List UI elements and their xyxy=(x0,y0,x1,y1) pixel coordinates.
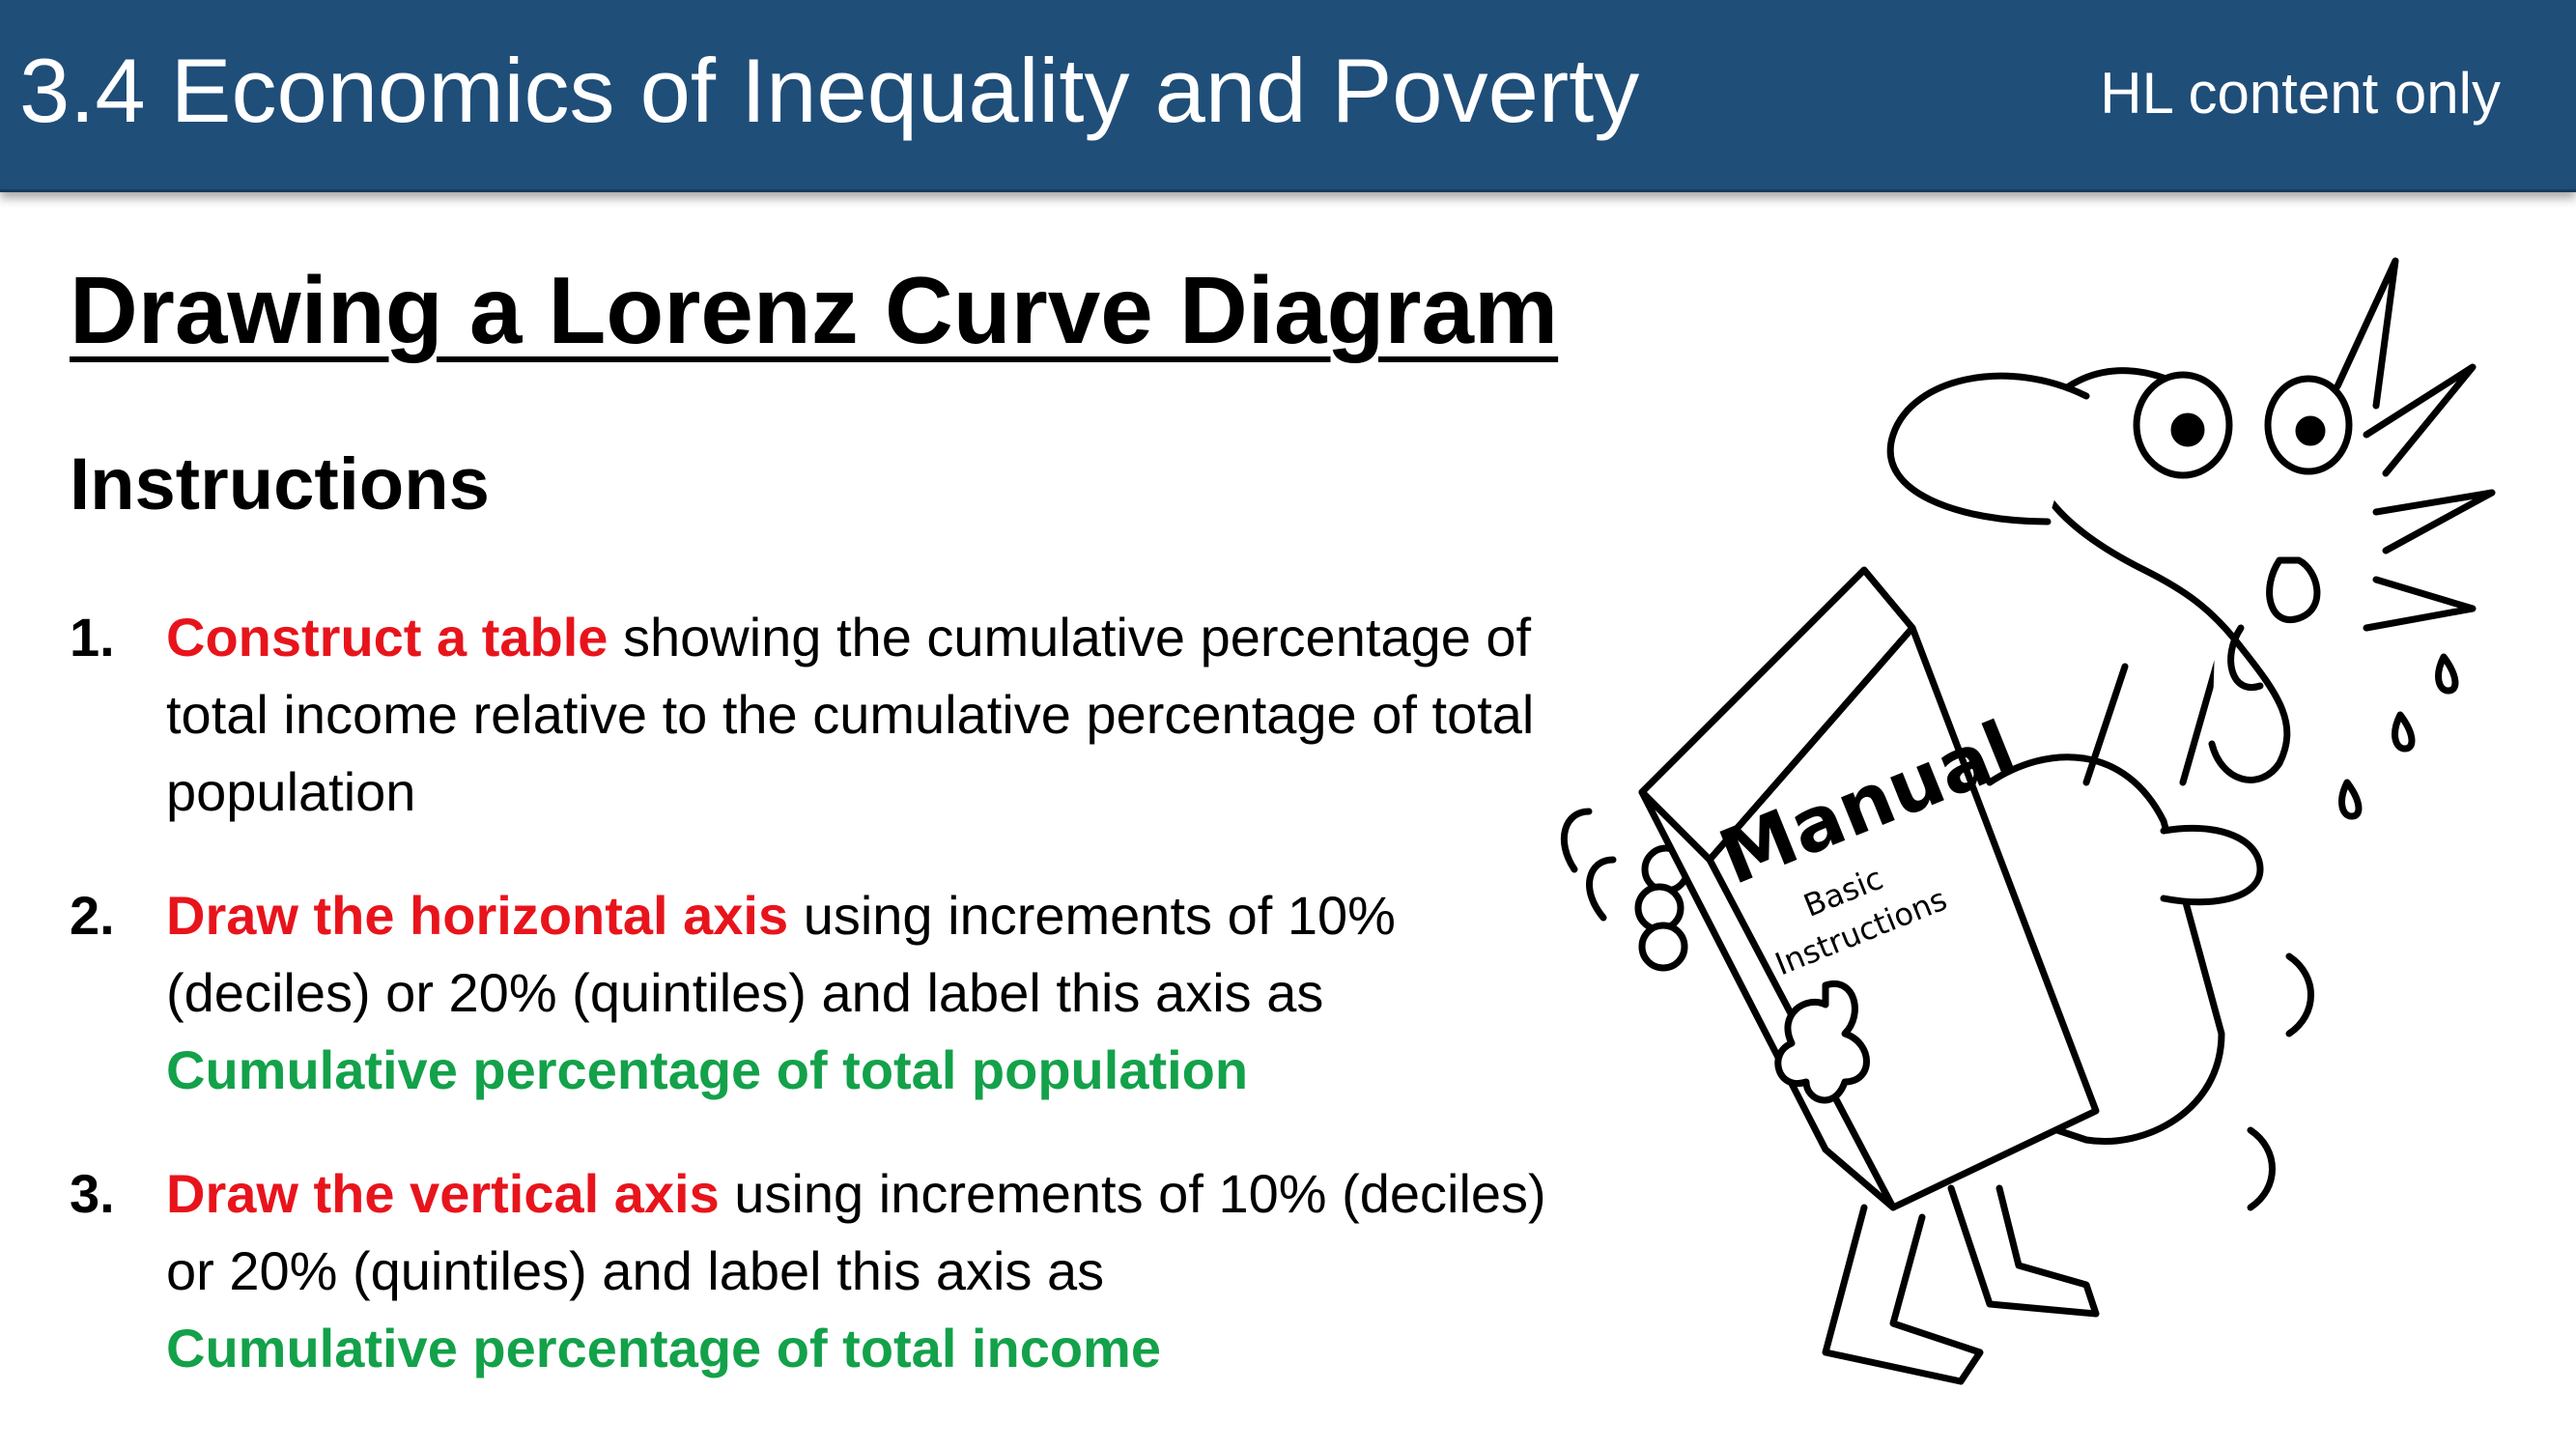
axis-label: Cumulative percentage of total populatio… xyxy=(166,1039,1249,1100)
step-number: 2. xyxy=(70,885,115,946)
header-title: 3.4 Economics of Inequality and Poverty xyxy=(19,40,1640,141)
step-highlight: Construct a table xyxy=(166,607,609,668)
instructions-heading: Instructions xyxy=(70,443,490,526)
step-text: showing the cumulative percentage of tot… xyxy=(166,607,1535,822)
step-text: using increments of 10% (deciles) or 20%… xyxy=(166,885,1396,1023)
axis-label: Cumulative percentage of total income xyxy=(166,1318,1161,1378)
slide-title: Drawing a Lorenz Curve Diagram xyxy=(70,257,1559,363)
hl-content-badge: HL content only xyxy=(2100,61,2501,126)
instruction-step-2: 2. Draw the horizontal axis using increm… xyxy=(70,877,1576,1109)
step-number: 3. xyxy=(70,1163,115,1224)
header-bar: 3.4 Economics of Inequality and Poverty … xyxy=(0,0,2576,192)
step-highlight: Draw the vertical axis xyxy=(166,1163,720,1224)
step-highlight: Draw the horizontal axis xyxy=(166,885,789,946)
step-text: using increments of 10% (deciles) or 20%… xyxy=(166,1163,1546,1301)
step-number: 1. xyxy=(70,607,115,668)
instruction-step-1: 1. Construct a table showing the cumulat… xyxy=(70,599,1576,831)
instruction-step-3: 3. Draw the vertical axis using incremen… xyxy=(70,1155,1576,1387)
confused-man-with-manual-illustration: Manual Basic Instructions xyxy=(1560,257,2496,1385)
